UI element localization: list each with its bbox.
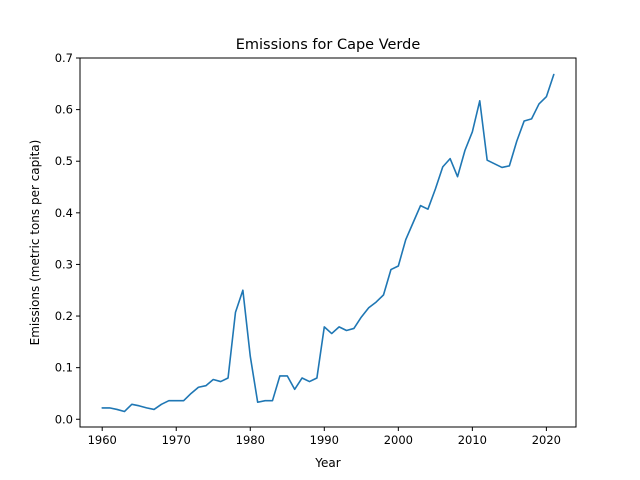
x-tick-label: 2010 [458,433,487,447]
x-tick-label: 1980 [236,433,265,447]
y-tick-label: 0.2 [55,309,73,323]
plot-area-frame [79,57,577,428]
series-line-group [101,73,555,413]
x-tick-label: 1990 [310,433,339,447]
y-tick-label: 0.4 [55,206,73,220]
x-tick-label: 2000 [384,433,413,447]
x-tick-label: 1970 [162,433,191,447]
y-tick-label: 0.1 [55,361,73,375]
chart-title: Emissions for Cape Verde [236,37,421,53]
x-axis-ticks: 1960 1970 1980 1990 2000 2010 2020 [88,427,561,447]
x-tick-label: 2020 [532,433,561,447]
y-tick-label: 0.3 [55,257,73,271]
y-tick-label: 0.6 [55,103,73,117]
y-tick-label: 0.7 [55,51,73,65]
x-tick-label: 1960 [88,433,117,447]
y-tick-label: 0.0 [55,412,73,426]
y-axis-label: Emissions (metric tons per capita) [28,140,42,346]
y-tick-label: 0.5 [55,154,73,168]
x-axis-label: Year [314,456,340,470]
y-axis-ticks: 0.0 0.1 0.2 0.3 0.4 0.5 0.6 0.7 [55,51,80,426]
emissions-series-line [101,73,555,413]
